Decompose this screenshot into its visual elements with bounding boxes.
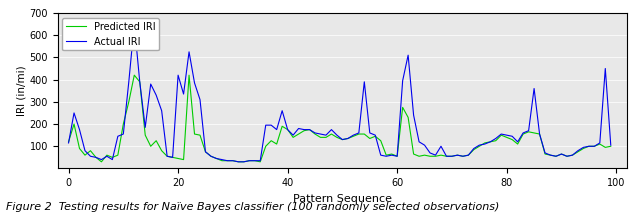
Predicted IRI — [399, 106, 406, 109]
Actual IRI — [65, 142, 72, 144]
Actual IRI — [234, 160, 242, 163]
Actual IRI — [355, 132, 363, 134]
Actual IRI — [591, 145, 598, 148]
X-axis label: Pattern Sequence: Pattern Sequence — [293, 194, 392, 204]
Actual IRI — [574, 149, 582, 152]
Predicted IRI — [574, 151, 582, 153]
Actual IRI — [399, 79, 406, 82]
Predicted IRI — [355, 133, 363, 135]
Predicted IRI — [65, 141, 72, 143]
Predicted IRI — [97, 160, 105, 163]
Text: Figure 2  Testing results for Naïve Bayes classifier (100 randomly selected obse: Figure 2 Testing results for Naïve Bayes… — [6, 202, 500, 212]
Actual IRI — [196, 98, 204, 101]
Line: Predicted IRI: Predicted IRI — [68, 75, 611, 162]
Line: Actual IRI: Actual IRI — [68, 24, 611, 162]
Actual IRI — [607, 144, 614, 146]
Actual IRI — [131, 23, 138, 25]
Predicted IRI — [607, 145, 614, 148]
Predicted IRI — [180, 158, 188, 161]
Actual IRI — [174, 74, 182, 76]
Legend: Predicted IRI, Actual IRI: Predicted IRI, Actual IRI — [63, 18, 159, 51]
Y-axis label: IRI (in/mi): IRI (in/mi) — [17, 65, 27, 116]
Predicted IRI — [131, 74, 138, 76]
Predicted IRI — [591, 145, 598, 148]
Predicted IRI — [202, 151, 209, 153]
